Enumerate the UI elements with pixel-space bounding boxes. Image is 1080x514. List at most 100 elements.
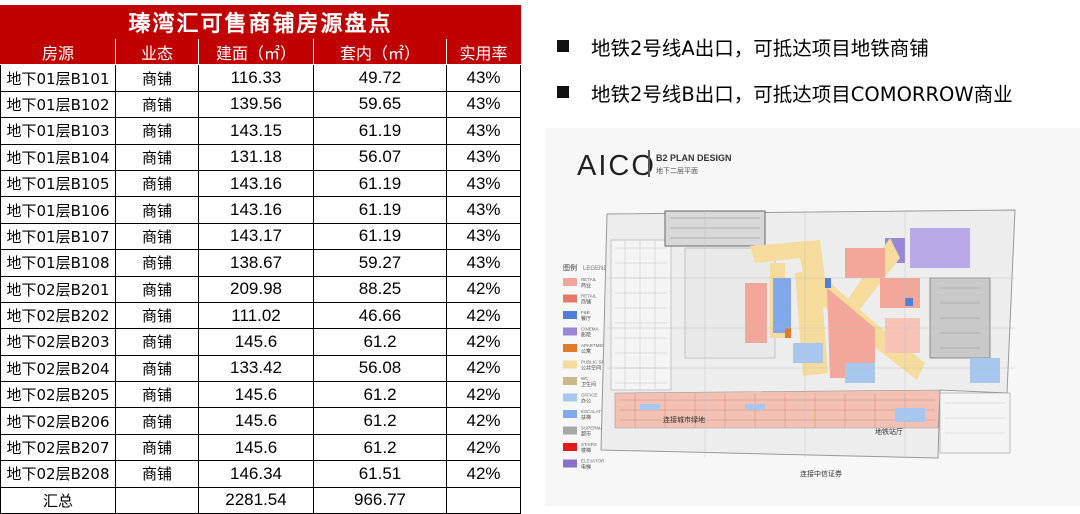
cell-inner-area: 61.19 — [313, 222, 447, 251]
legend-swatch — [563, 344, 577, 352]
cell-unit: 地下01层B108 — [0, 249, 116, 277]
legend-label-en: ELEVATOR — [581, 459, 605, 464]
logo-divider — [648, 150, 650, 177]
legend-item: F&B餐厅 — [563, 310, 591, 322]
cell-efficiency: 43% — [445, 143, 522, 171]
cell-type: 商铺 — [115, 169, 199, 198]
table-body: 地下01层B101 商铺 116.33 49.72 43% 地下01层B102 商铺 139.… — [0, 64, 522, 488]
bullet-metro-a: 地铁2号线A出口，可抵达项目地铁商铺 — [557, 31, 929, 61]
table-total-row: 汇总 2281.54 966.77 — [0, 486, 522, 514]
legend-label-en: WC — [581, 376, 589, 381]
table-row: 地下02层B206 商铺 145.6 61.2 42% — [0, 407, 522, 435]
cell-inner-area: 49.72 — [313, 64, 447, 92]
cell-gross-area: 111.02 — [198, 301, 314, 330]
cell-gross-area: 143.15 — [198, 117, 314, 145]
inventory-table: 瑧湾汇可售商铺房源盘点 房源 业态 建面（㎡） 套内（㎡） 实用率 地下01层B… — [0, 5, 522, 514]
legend-label-cn: 商铺 — [581, 299, 591, 306]
cell-type: 商铺 — [115, 64, 199, 92]
cell-gross-area: 145.6 — [198, 328, 314, 356]
table-title: 瑧湾汇可售商铺房源盘点 — [0, 5, 522, 39]
legend-label-cn: 办公 — [581, 398, 591, 405]
total-gross-area: 2281.54 — [198, 486, 314, 514]
cell-unit: 地下02层B205 — [0, 381, 116, 409]
legend-label-en: SUPERMARKET — [581, 426, 616, 431]
legend-swatch — [563, 294, 577, 303]
legend-label-en: CINEMA — [581, 327, 599, 332]
cell-efficiency: 42% — [445, 354, 522, 383]
cell-unit: 地下02层B202 — [0, 301, 116, 330]
legend-label-en: F&B — [581, 310, 590, 315]
table-row: 地下01层B108 商铺 138.67 59.27 43% — [0, 249, 522, 277]
cell-inner-area: 61.2 — [313, 433, 447, 462]
legend-label-cn: 扶梯 — [581, 414, 591, 421]
legend-swatch — [563, 443, 577, 451]
legend-label-cn: 餐厅 — [581, 315, 591, 322]
legend-label-cn: 影院 — [581, 332, 591, 339]
aico-logo: AICO — [577, 150, 656, 182]
cell-type: 商铺 — [115, 117, 199, 145]
header-gross-area: 建面（㎡） — [198, 37, 314, 66]
cell-efficiency: 42% — [445, 433, 522, 462]
legend-label-cn: 电梯 — [581, 464, 591, 471]
floor-plan-image: AICO B2 PLAN DESIGN 地下二层平面 图例 LEGEND RET… — [545, 128, 1080, 506]
cell-gross-area: 139.56 — [198, 90, 314, 119]
cell-inner-area: 61.2 — [313, 407, 447, 435]
header-efficiency: 实用率 — [445, 37, 522, 66]
cell-efficiency: 42% — [445, 328, 522, 356]
legend-label-cn: 商业 — [581, 282, 591, 289]
table-row: 地下02层B203 商铺 145.6 61.2 42% — [0, 328, 522, 356]
cell-type: 商铺 — [115, 275, 199, 303]
cell-unit: 地下01层B105 — [0, 169, 116, 198]
table-row: 地下02层B205 商铺 145.6 61.2 42% — [0, 381, 522, 409]
legend-label-cn: 楼梯 — [581, 447, 591, 454]
cell-inner-area: 61.19 — [313, 117, 447, 145]
legend-label-cn: 公共空间 — [581, 365, 601, 372]
cell-efficiency: 43% — [445, 196, 522, 224]
cell-unit: 地下02层B208 — [0, 460, 116, 488]
legend-swatch — [563, 360, 577, 369]
cell-gross-area: 145.6 — [198, 381, 314, 409]
cell-efficiency: 42% — [445, 275, 522, 303]
bullet-square-icon — [557, 40, 569, 52]
cell-unit: 地下02层B204 — [0, 354, 116, 383]
total-empty-type — [115, 486, 199, 514]
cell-efficiency: 43% — [445, 117, 522, 145]
cell-inner-area: 59.65 — [313, 90, 447, 119]
table-row: 地下01层B101 商铺 116.33 49.72 43% — [0, 64, 522, 92]
cell-inner-area: 56.08 — [313, 354, 447, 383]
cell-gross-area: 133.42 — [198, 354, 314, 383]
table-row: 地下01层B102 商铺 139.56 59.65 43% — [0, 90, 522, 119]
legend-label-en: RETAIL — [581, 277, 597, 282]
cell-type: 商铺 — [115, 196, 199, 224]
cell-type: 商铺 — [115, 222, 199, 251]
legend-swatch — [563, 410, 577, 418]
legend-label-en: ESCALATOR — [581, 409, 609, 414]
legend-label-en: RETAIL — [581, 294, 597, 299]
label-metro-hall: 地铁站厅 — [875, 427, 903, 436]
cell-type: 商铺 — [115, 381, 199, 409]
cell-efficiency: 42% — [445, 301, 522, 330]
legend-label-en: APARTMENT — [581, 343, 609, 348]
bullet-text: 地铁2号线A出口，可抵达项目地铁商铺 — [591, 36, 929, 60]
table-row: 地下01层B107 商铺 143.17 61.19 43% — [0, 222, 522, 251]
cell-efficiency: 43% — [445, 249, 522, 277]
cell-inner-area: 61.19 — [313, 196, 447, 224]
cell-unit: 地下01层B101 — [0, 64, 116, 92]
legend-label-cn: 卫生间 — [581, 381, 596, 388]
table-row: 地下01层B103 商铺 143.15 61.19 43% — [0, 117, 522, 145]
cell-type: 商铺 — [115, 90, 199, 119]
inventory-table-container: 瑧湾汇可售商铺房源盘点 房源 业态 建面（㎡） 套内（㎡） 实用率 地下01层B… — [0, 5, 522, 514]
legend-swatch — [563, 377, 577, 385]
legend-swatch — [563, 426, 577, 435]
table-row: 地下02层B202 商铺 111.02 46.66 42% — [0, 301, 522, 330]
cell-inner-area: 56.07 — [313, 143, 447, 171]
cell-efficiency: 43% — [445, 64, 522, 92]
plan-title-en: B2 PLAN DESIGN — [656, 153, 732, 163]
plan-title-cn: 地下二层平面 — [656, 166, 698, 175]
total-label: 汇总 — [0, 486, 116, 514]
